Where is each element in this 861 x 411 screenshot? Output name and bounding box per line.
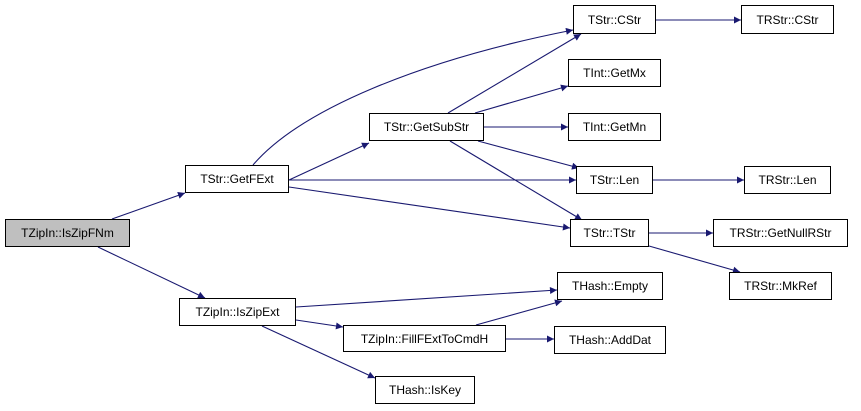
node-iskey[interactable]: THash::IsKey: [375, 376, 475, 404]
node-trlen[interactable]: TRStr::Len: [744, 166, 831, 194]
edge-tstr-to-mkref: [648, 245, 741, 274]
node-len[interactable]: TStr::Len: [576, 166, 653, 194]
edge-getsubstr-to-cstr: [447, 33, 582, 114]
edge-getfext-to-tstr: [288, 186, 571, 231]
node-trcstr[interactable]: TRStr::CStr: [741, 5, 834, 34]
edge-getfext-to-cstr: [252, 27, 574, 166]
edge-fillfext-to-empty: [475, 299, 563, 326]
edge-iszipfnm-to-iszipext: [97, 246, 206, 299]
node-getsubstr[interactable]: TStr::GetSubStr: [369, 113, 484, 141]
node-fillfext[interactable]: TZipIn::FillFExtToCmdH: [343, 325, 506, 352]
edge-getsubstr-to-tstr: [449, 140, 583, 221]
node-getmn[interactable]: TInt::GetMn: [568, 113, 661, 141]
edge-getsubstr-to-len: [477, 140, 580, 170]
edge-iszipext-to-fillfext: [295, 319, 344, 330]
node-cstr[interactable]: TStr::CStr: [573, 5, 656, 34]
edge-getfext-to-getsubstr: [288, 142, 370, 181]
edge-getsubstr-to-getmx: [474, 84, 569, 114]
node-getnullrstr[interactable]: TRStr::GetNullRStr: [713, 219, 848, 247]
node-iszipext[interactable]: TZipIn::IsZipExt: [179, 298, 296, 326]
node-adddat[interactable]: THash::AddDat: [554, 326, 666, 354]
edge-iszipfnm-to-getfext: [111, 192, 186, 220]
edge-iszipext-to-iskey: [261, 325, 376, 379]
edge-iszipext-to-empty: [295, 286, 558, 308]
node-getmx[interactable]: TInt::GetMx: [568, 59, 661, 87]
node-tstr[interactable]: TStr::TStr: [570, 219, 649, 247]
node-iszipfnm[interactable]: TZipIn::IsZipFNm: [5, 219, 130, 247]
node-empty[interactable]: THash::Empty: [557, 272, 663, 300]
node-getfext[interactable]: TStr::GetFExt: [185, 165, 289, 193]
node-mkref[interactable]: TRStr::MkRef: [729, 272, 832, 300]
